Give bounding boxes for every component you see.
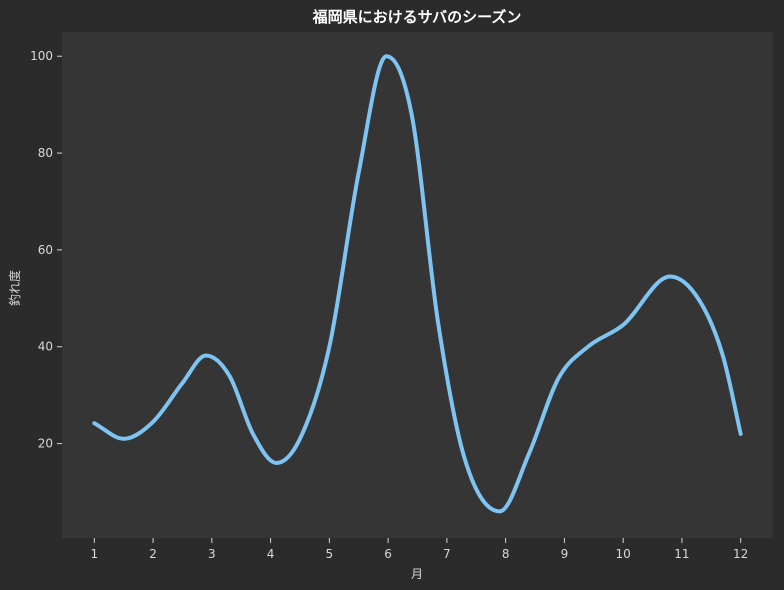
x-tick-label: 7 [443,547,451,561]
x-tick-label: 2 [149,547,157,561]
series-layer [92,54,743,514]
x-tick-label: 10 [616,547,631,561]
x-tick-label: 6 [384,547,392,561]
x-tick-label: 5 [326,547,334,561]
y-tick-label: 100 [30,49,53,63]
chart-title: 福岡県におけるサバのシーズン [312,8,522,26]
y-tick-label: 40 [38,340,53,354]
y-tick-label: 80 [38,146,53,160]
x-tick-label: 11 [674,547,689,561]
x-tick-label: 8 [502,547,510,561]
x-tick-label: 12 [733,547,748,561]
y-tick-label: 20 [38,437,53,451]
x-tick-label: 3 [208,547,216,561]
x-axis-label: 月 [411,567,423,581]
series-line [92,54,743,514]
y-axis: 20 40 60 80 100 [30,49,62,451]
x-tick-label: 1 [90,547,98,561]
y-tick-label: 60 [38,243,53,257]
y-axis-label: 釣れ度 [7,270,22,306]
x-tick-label: 4 [267,547,275,561]
x-axis: 1 2 3 4 5 6 7 8 9 10 11 12 [90,538,748,561]
plot-area [62,32,773,538]
x-tick-label: 9 [561,547,569,561]
